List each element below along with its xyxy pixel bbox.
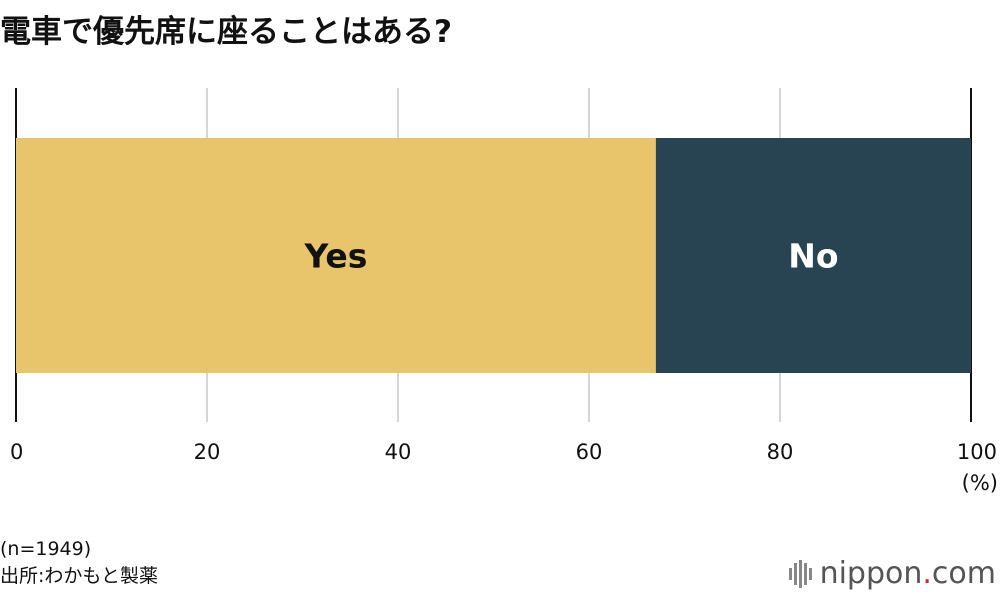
segment-label-yes: Yes: [303, 237, 367, 276]
chart-title: 電車で優先席に座ることはある?: [0, 14, 452, 50]
bar-segments: [16, 138, 971, 373]
x-tick-label-100: 100: [957, 440, 997, 464]
source-note: 出所:わかもと製薬: [0, 565, 159, 587]
x-tick-label-80: 80: [767, 440, 794, 464]
x-tick-label-60: 60: [576, 440, 603, 464]
stacked-bar-chart: Yes No 0 20 40 60 80 100 (%): [10, 88, 998, 495]
x-tick-label-0: 0: [10, 440, 23, 464]
segment-labels: Yes No: [303, 237, 838, 276]
bar-segment-no: [655, 138, 971, 373]
brand-tld: com: [931, 556, 996, 591]
sound-wave-bars-icon: [788, 559, 812, 588]
bar-segment-yes: [16, 138, 656, 373]
segment-label-no: No: [788, 237, 838, 276]
x-tick-label-20: 20: [194, 440, 221, 464]
sample-size-note: (n=1949): [0, 538, 92, 560]
brand-text: nippon.com: [820, 556, 996, 591]
x-tick-label-40: 40: [385, 440, 412, 464]
brand-name: nippon: [819, 556, 923, 591]
brand-dot: .: [922, 556, 932, 591]
x-axis-unit: (%): [962, 471, 998, 495]
nippon-logo: nippon.com: [788, 556, 996, 591]
x-axis-ticks: 0 20 40 60 80 100: [10, 440, 997, 464]
footer-notes: (n=1949) 出所:わかもと製薬: [0, 536, 158, 590]
